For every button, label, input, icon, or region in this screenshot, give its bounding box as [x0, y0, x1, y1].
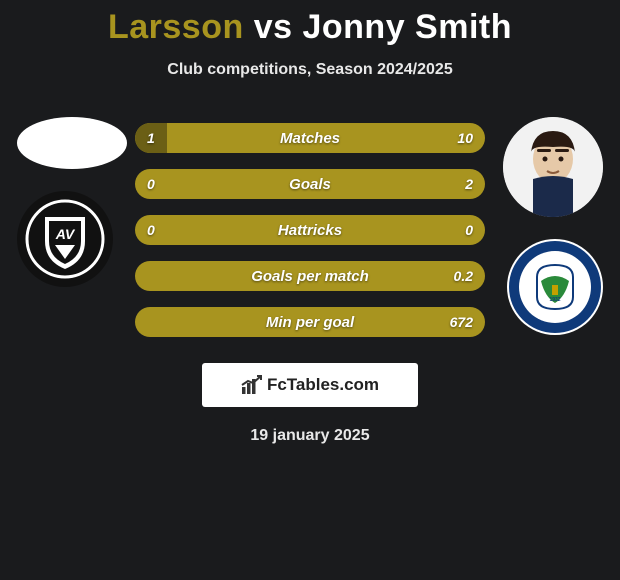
brand-chart-icon [241, 375, 263, 395]
svg-text:1932: 1932 [549, 297, 560, 303]
player2-club-badge: WIGAN ATHLETIC 1932 [507, 239, 603, 335]
title-vs: vs [254, 8, 293, 46]
svg-text:WIGAN: WIGAN [541, 256, 569, 265]
stat-label: Goals [135, 169, 485, 199]
club-right-crest-icon: WIGAN ATHLETIC 1932 [507, 239, 603, 335]
club-left-crest-icon: AV [25, 199, 105, 279]
player1-name: Larsson [108, 8, 244, 46]
stat-bar: 00Hattricks [135, 215, 485, 245]
svg-text:ATHLETIC: ATHLETIC [538, 314, 572, 321]
date-text: 19 january 2025 [0, 427, 620, 445]
stat-label: Min per goal [135, 307, 485, 337]
stat-label: Hattricks [135, 215, 485, 245]
stats-bars: 110Matches 02Goals 00Hattricks 0.2Goals per… [135, 117, 485, 337]
stat-label: Goals per match [135, 261, 485, 291]
stat-label: Matches [135, 123, 485, 153]
stat-bar: 110Matches [135, 123, 485, 153]
player2-name: Jonny Smith [302, 8, 512, 46]
right-column: WIGAN ATHLETIC 1932 [495, 117, 603, 335]
page-title: Larsson vs Jonny Smith [0, 8, 620, 47]
stat-bar: 672Min per goal [135, 307, 485, 337]
comparison-card: Larsson vs Jonny Smith Club competitions… [0, 0, 620, 445]
brand-box[interactable]: FcTables.com [202, 363, 418, 407]
left-column: AV [17, 117, 125, 287]
compare-row: AV 110Matches 02Goals 00Hattricks 0.2Goals … [0, 117, 620, 337]
stat-bar: 02Goals [135, 169, 485, 199]
brand-text: FcTables.com [267, 375, 379, 395]
player1-club-badge: AV [17, 191, 113, 287]
player2-avatar [503, 117, 603, 217]
svg-text:AV: AV [55, 226, 76, 242]
player2-photo-icon [503, 117, 603, 217]
stat-bar: 0.2Goals per match [135, 261, 485, 291]
subtitle: Club competitions, Season 2024/2025 [0, 61, 620, 79]
player1-avatar [17, 117, 127, 169]
